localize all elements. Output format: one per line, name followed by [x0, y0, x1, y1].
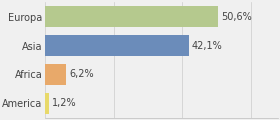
Text: 1,2%: 1,2%: [52, 98, 77, 108]
Text: 42,1%: 42,1%: [192, 41, 223, 51]
Text: 50,6%: 50,6%: [221, 12, 252, 22]
Bar: [45, 64, 66, 85]
Bar: [45, 93, 49, 114]
Text: 6,2%: 6,2%: [69, 69, 94, 79]
Bar: [45, 6, 218, 27]
Bar: [45, 35, 189, 56]
